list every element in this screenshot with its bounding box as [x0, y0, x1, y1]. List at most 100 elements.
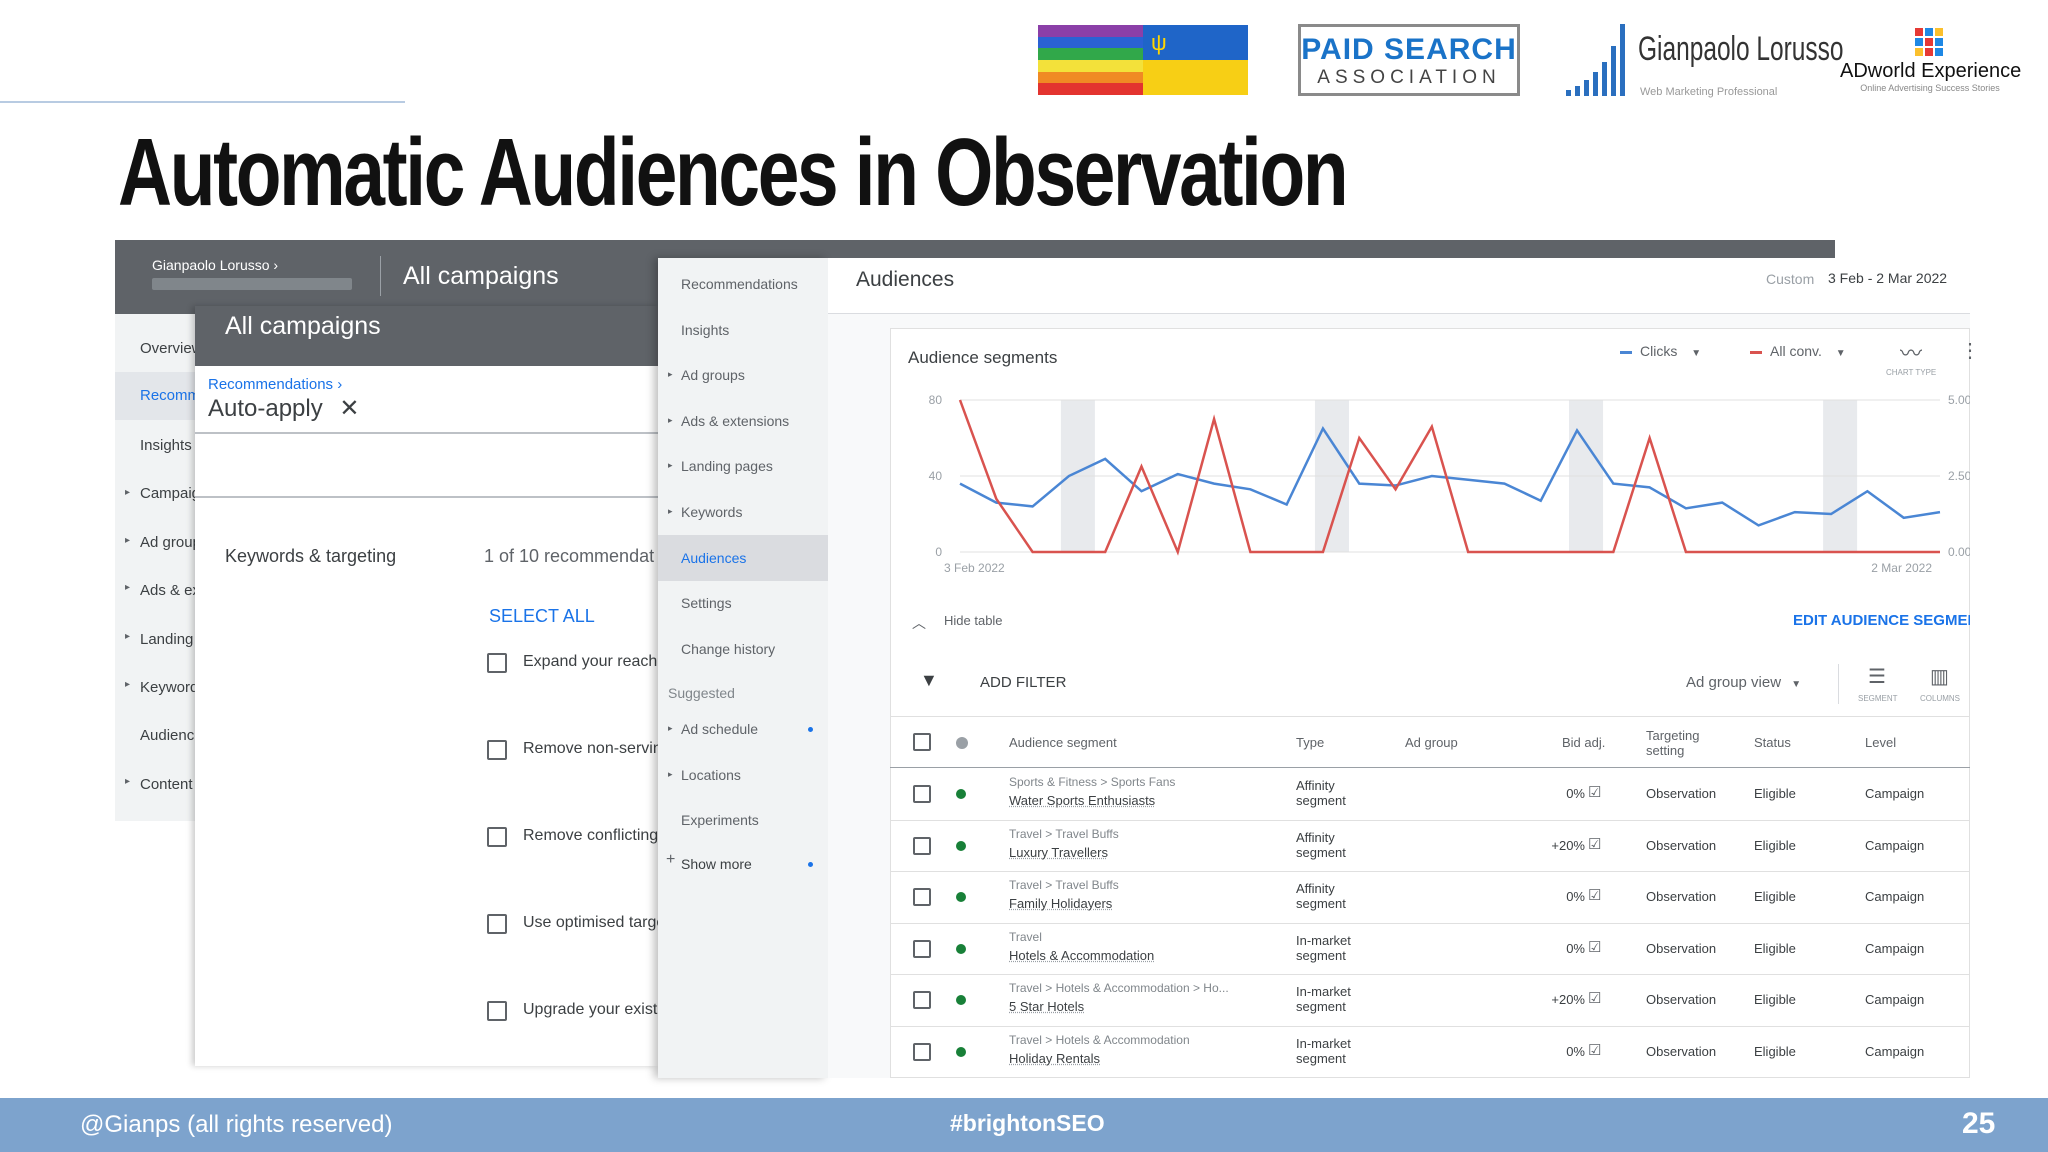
bid-edit-icon[interactable]: ☑ [1588, 784, 1602, 801]
row-divider [890, 922, 1970, 924]
date-range-picker[interactable]: 3 Feb - 2 Mar 2022 [1828, 270, 1948, 286]
segment-type: In-market segment [1296, 1035, 1351, 1066]
nav-landing-pages[interactable]: Landing pages [140, 631, 195, 648]
bid-adjustment[interactable]: +20% [1551, 837, 1585, 853]
expand-arrow-icon: ▸ [125, 776, 131, 787]
col-level[interactable]: Level [1865, 735, 1897, 750]
conv-legend-swatch [1750, 350, 1762, 354]
nav-ad-groups[interactable]: Ad groups [681, 367, 745, 383]
nav-ads-extensions[interactable]: Ads & extensions [140, 582, 195, 599]
nav-insights[interactable]: Insights [140, 437, 192, 454]
row-status: Eligible [1754, 940, 1796, 956]
col-type[interactable]: Type [1296, 735, 1325, 750]
targeting-setting: Observation [1646, 1043, 1717, 1059]
nav-content[interactable]: Content [140, 776, 193, 793]
option-checkbox[interactable] [487, 653, 507, 673]
row-checkbox[interactable] [913, 939, 931, 958]
dropdown-arrow-icon: ▼ [1835, 348, 1846, 359]
col-status[interactable]: Status [1754, 735, 1791, 750]
chart-type-icon[interactable]: 〰 [1900, 341, 1923, 366]
option-checkbox[interactable] [487, 914, 507, 934]
nav-audiences[interactable]: Audiences [140, 727, 195, 744]
targeting-setting: Observation [1646, 992, 1717, 1007]
row-level: Campaign [1865, 992, 1925, 1007]
suggestion-dot-icon [808, 727, 813, 732]
more-options-icon[interactable]: ⋮ [1960, 340, 1980, 362]
add-filter-button[interactable]: ADD FILTER [980, 674, 1067, 691]
nav-recommendations[interactable]: Recommendations [681, 276, 798, 292]
row-checkbox[interactable] [913, 991, 931, 1009]
hide-table-button[interactable]: Hide table [944, 613, 1003, 628]
segment-name[interactable]: Holiday Rentals [1009, 1050, 1101, 1066]
col-ad-group[interactable]: Ad group [1405, 735, 1458, 750]
nav-ad-groups[interactable]: Ad groups [140, 534, 195, 551]
nav-overview[interactable]: Overview [140, 340, 195, 357]
nav-keywords[interactable]: Keywords [681, 504, 743, 520]
nav-audiences[interactable]: Audiences [658, 535, 828, 581]
segment-name[interactable]: Hotels & Accommodation [1009, 947, 1155, 963]
bid-adjustment[interactable]: 0% [1566, 889, 1585, 904]
row-divider [890, 871, 1970, 872]
ad-group-view-select[interactable]: Ad group view ▼ [1686, 674, 1801, 691]
select-all-button[interactable]: SELECT ALL [489, 606, 595, 626]
row-checkbox[interactable] [913, 836, 931, 855]
col-bid-adj[interactable]: Bid adj. [1562, 735, 1606, 750]
x-end-label: 2 Mar 2022 [1871, 561, 1932, 575]
nav-settings[interactable]: Settings [681, 595, 732, 611]
row-divider [890, 1077, 1970, 1078]
segment-path: Travel > Travel Buffs [1009, 878, 1119, 892]
columns-icon[interactable]: ▥ [1930, 666, 1949, 688]
breadcrumb-recommendations[interactable]: Recommendations › [208, 376, 342, 393]
audiences-header [828, 258, 1970, 314]
nav-landing-pages[interactable]: Landing pages [681, 458, 773, 474]
row-divider [890, 819, 1970, 821]
row-checkbox[interactable] [913, 785, 931, 803]
bid-adjustment[interactable]: +20% [1551, 992, 1585, 1007]
nav-recommendations[interactable]: Recommendations [115, 372, 195, 420]
filter-icon[interactable]: ▼ [920, 670, 938, 690]
expand-arrow-icon: ▸ [668, 460, 673, 470]
bid-adjustment[interactable]: 0% [1566, 786, 1585, 801]
nav-insights[interactable]: Insights [681, 322, 730, 338]
bid-edit-icon[interactable]: ☑ [1588, 1041, 1602, 1059]
bid-edit-icon[interactable]: ☑ [1588, 835, 1602, 853]
segment-name[interactable]: Family Holidayers [1009, 896, 1113, 911]
segment-icon[interactable]: ☰ [1868, 666, 1886, 688]
psa-line1: PAID SEARCH [1301, 33, 1517, 66]
nav-locations[interactable]: Locations [681, 767, 741, 783]
bid-edit-icon[interactable]: ☑ [1588, 990, 1602, 1007]
col-audience-segment[interactable]: Audience segment [1009, 735, 1117, 750]
nav-ad-schedule[interactable]: Ad schedule [681, 721, 759, 737]
account-name[interactable]: Gianpaolo Lorusso › [152, 257, 278, 273]
segment-name[interactable]: Water Sports Enthusiasts [1009, 793, 1156, 808]
bid-edit-icon[interactable]: ☑ [1588, 887, 1602, 904]
bid-adjustment[interactable]: 0% [1566, 940, 1585, 956]
option-checkbox[interactable] [487, 827, 507, 847]
option-checkbox[interactable] [487, 740, 507, 760]
collapse-icon[interactable]: ︿ [912, 615, 926, 631]
row-checkbox[interactable] [913, 888, 931, 906]
show-more-button[interactable]: Show more [681, 856, 752, 872]
option-checkbox[interactable] [487, 1001, 507, 1021]
edit-audience-segments-button[interactable]: EDIT AUDIENCE SEGMENTS [1793, 612, 1970, 629]
nav-change-history[interactable]: Change history [681, 641, 776, 657]
col-targeting-setting[interactable]: Targeting setting [1646, 728, 1700, 758]
nav-keywords[interactable]: Keywords [140, 679, 195, 696]
targeting-setting: Observation [1646, 889, 1717, 904]
segment-path: Travel > Hotels & Accommodation > Ho... [1009, 981, 1229, 995]
bid-adjustment[interactable]: 0% [1566, 1043, 1585, 1059]
nav-ads-extensions[interactable]: Ads & extensions [681, 413, 790, 429]
bid-edit-icon[interactable]: ☑ [1588, 938, 1602, 956]
nav-experiments[interactable]: Experiments [681, 812, 759, 828]
segment-name[interactable]: 5 Star Hotels [1009, 999, 1085, 1014]
nav-campaigns[interactable]: Campaigns [140, 485, 195, 502]
targeting-setting: Observation [1646, 940, 1717, 956]
clicks-legend-swatch [1620, 350, 1632, 354]
select-all-rows-checkbox[interactable] [913, 733, 931, 751]
segment-name[interactable]: Luxury Travellers [1009, 844, 1108, 860]
option-remove-conflicting: Remove conflicting [523, 827, 658, 844]
row-checkbox[interactable] [913, 1042, 931, 1061]
metric-selector-conversions[interactable]: All conv. ▼ [1750, 343, 1846, 359]
metric-selector-clicks[interactable]: Clicks ▼ [1620, 343, 1701, 359]
close-icon[interactable]: ✕ [339, 395, 360, 422]
